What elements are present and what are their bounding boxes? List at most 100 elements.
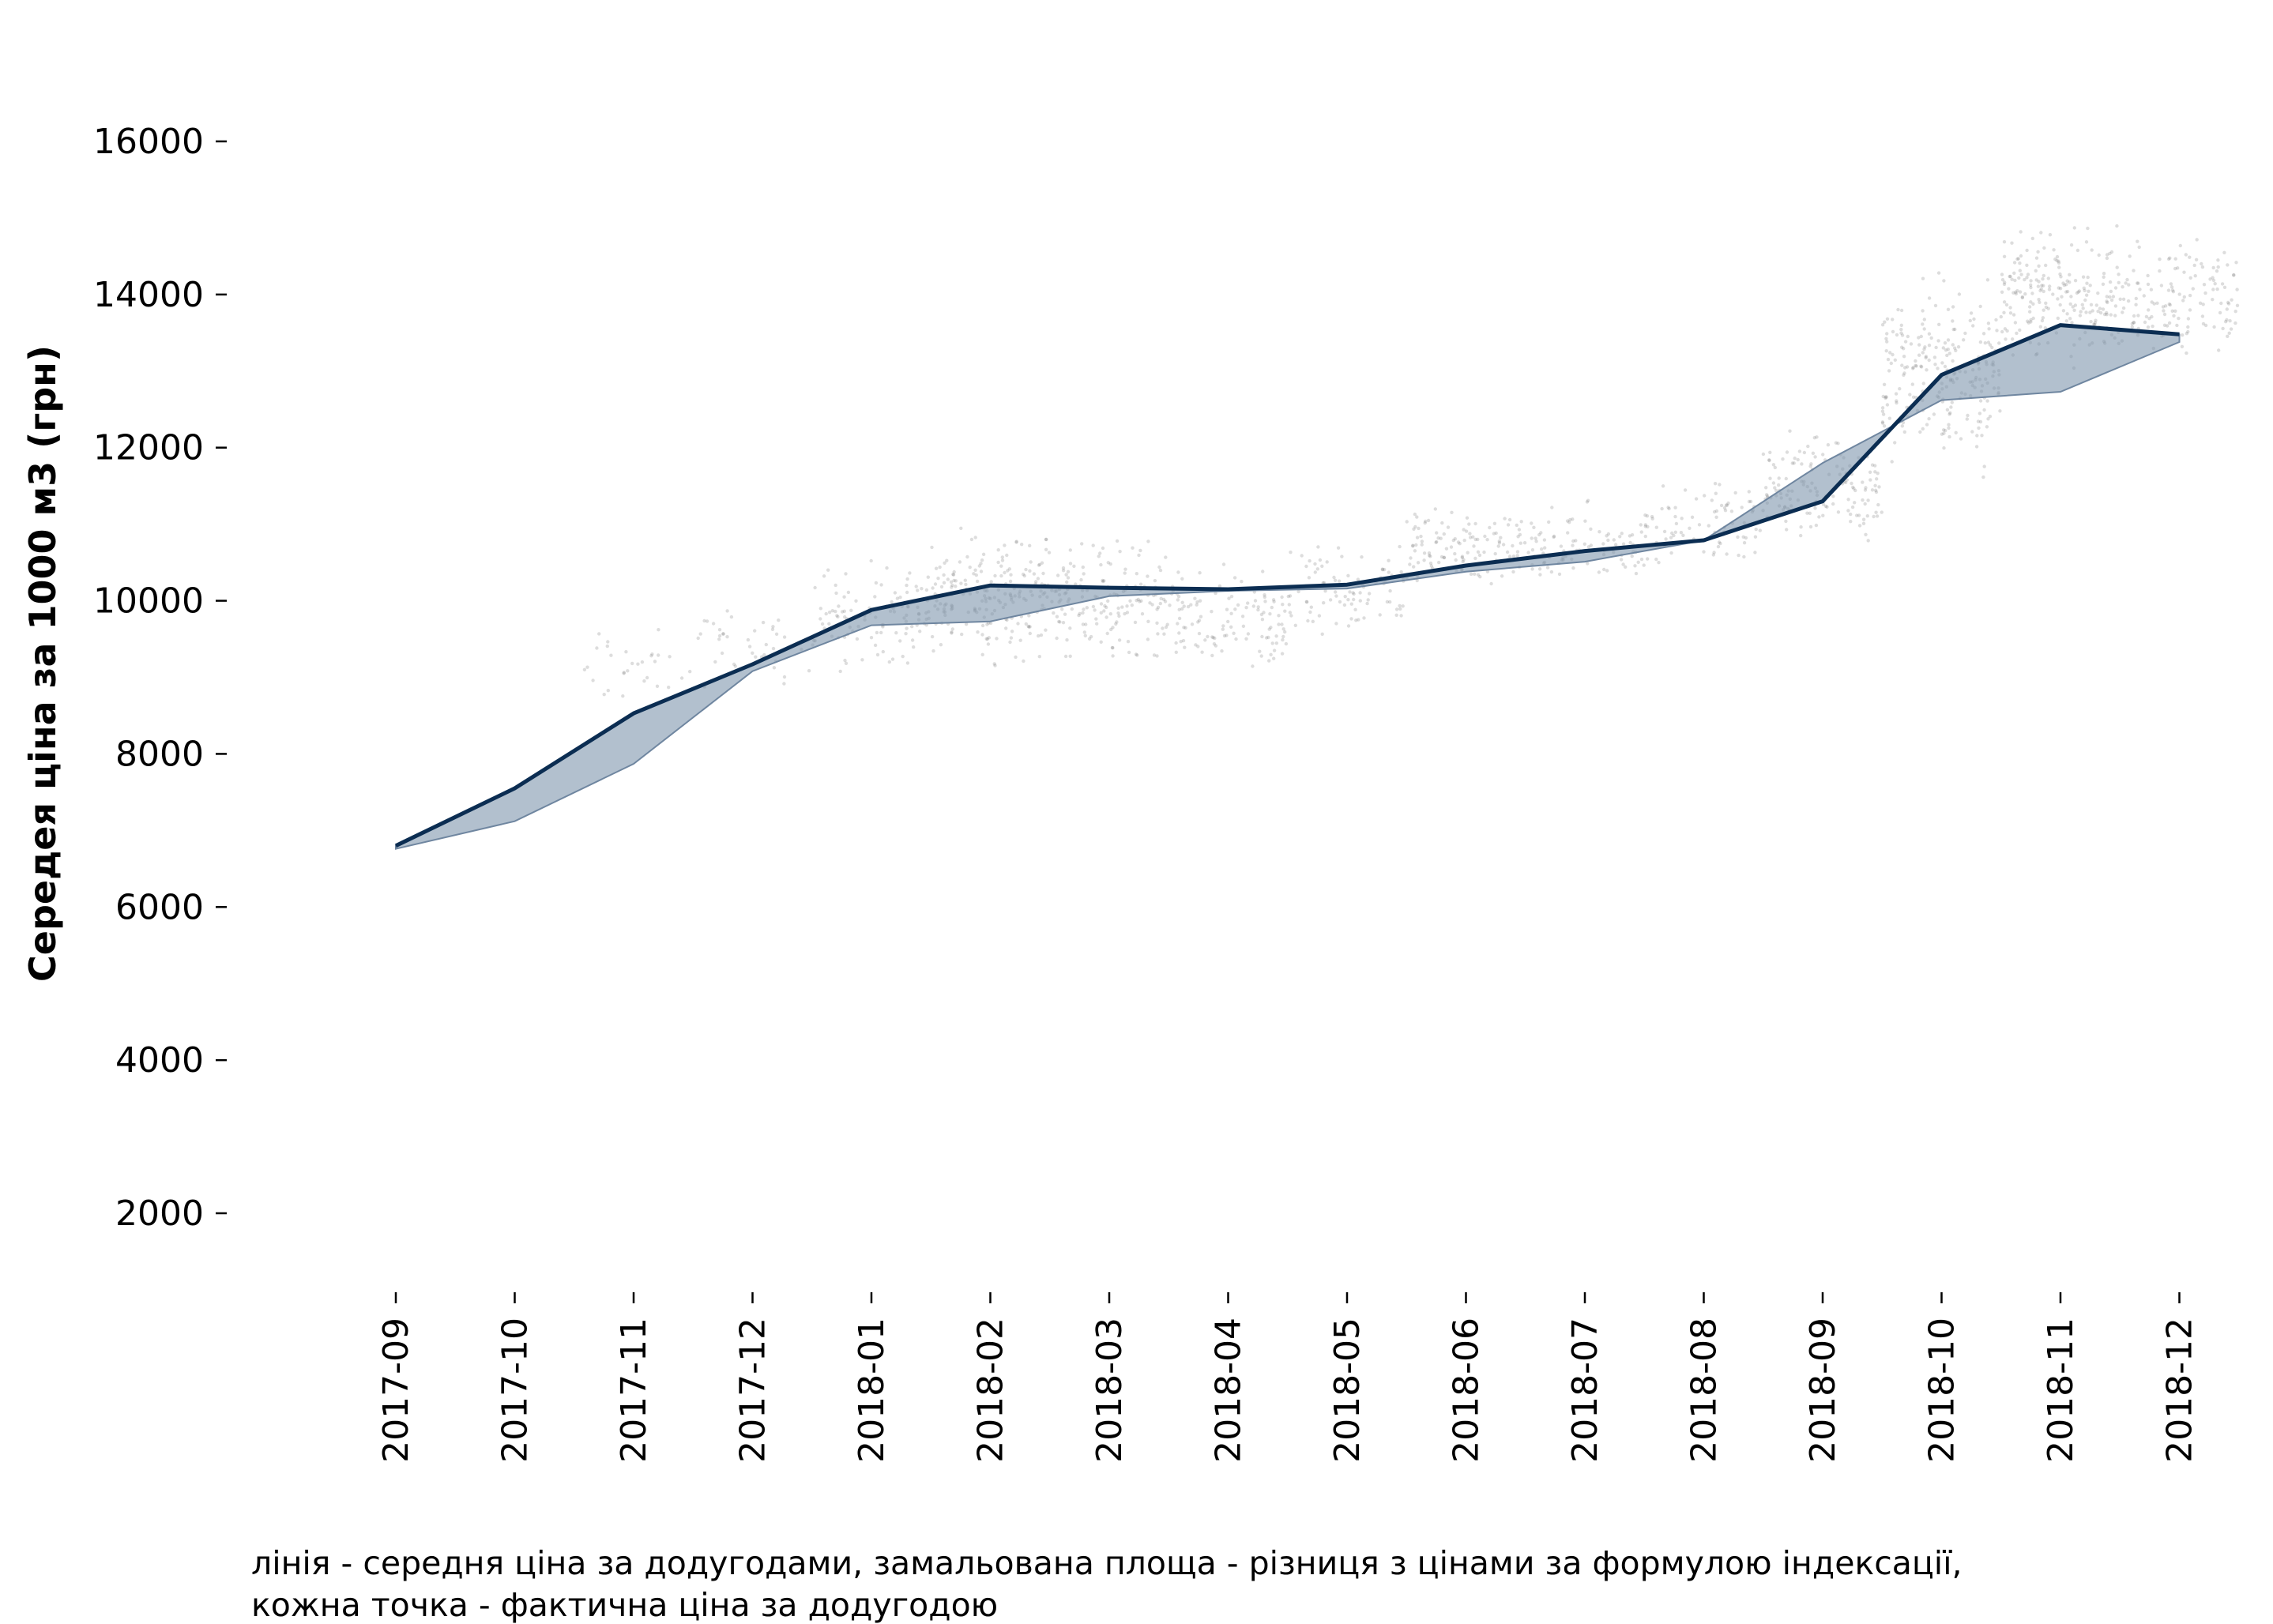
contract-price-point (1044, 547, 1048, 551)
contract-price-point (1813, 455, 1817, 459)
contract-price-point (1422, 558, 1426, 562)
contract-price-point (2029, 279, 2033, 283)
contract-price-point (954, 579, 958, 583)
contract-price-point (1722, 506, 1727, 510)
contract-price-point (2132, 321, 2136, 325)
contract-price-point (2056, 297, 2060, 301)
contract-price-point (2077, 289, 2082, 293)
contract-price-point (1003, 570, 1007, 575)
contract-price-point (1420, 543, 1424, 547)
contract-price-point (1597, 570, 1601, 574)
average-price-line (394, 323, 2180, 848)
contract-price-point (1409, 556, 1413, 560)
contract-price-point (2060, 295, 2064, 299)
contract-price-point (1891, 329, 1895, 334)
contract-price-point (2118, 297, 2122, 301)
contract-price-point (1873, 464, 1877, 468)
contract-price-point (1014, 540, 1018, 544)
contract-price-point (1951, 359, 1955, 363)
contract-price-point (2014, 291, 2018, 296)
contract-price-point (1914, 359, 1917, 363)
contract-price-point (1061, 566, 1066, 570)
contract-price-point (1947, 434, 1951, 439)
contract-price-point (1707, 524, 1710, 528)
contract-price-point (2089, 303, 2094, 306)
contract-price-point (1910, 382, 1914, 386)
contract-price-point (1518, 541, 1523, 545)
contract-price-point (1515, 554, 1519, 558)
contract-price-point (2115, 224, 2119, 228)
contract-price-point (2030, 236, 2034, 241)
contract-price-point (895, 596, 900, 600)
contract-price-point (836, 615, 840, 618)
contract-price-point (1378, 613, 1382, 617)
contract-price-point (1352, 597, 1356, 602)
contract-price-point (1586, 498, 1590, 502)
x-tick-label: 2018-05 (1327, 1318, 1368, 1463)
contract-price-point (2080, 303, 2084, 306)
contract-price-point (1522, 541, 1527, 545)
contract-price-point (1099, 562, 1103, 567)
contract-price-point (1697, 523, 1702, 527)
contract-price-point (1135, 653, 1139, 657)
contract-price-point (1473, 537, 1477, 542)
contract-price-point (1768, 476, 1772, 480)
contract-price-point (1654, 557, 1658, 562)
contract-price-point (1970, 430, 1974, 434)
contract-price-point (1793, 457, 1797, 461)
contract-price-point (1853, 488, 1857, 493)
contract-price-point (2085, 281, 2089, 285)
contract-price-point (1428, 561, 1433, 566)
contract-price-point (2030, 291, 2034, 295)
contract-price-point (1902, 355, 1906, 359)
contract-price-point (1836, 510, 1841, 514)
contract-price-point (1028, 569, 1032, 573)
contract-price-point (1462, 528, 1466, 532)
contract-price-point (1348, 590, 1352, 594)
contract-price-point (2012, 261, 2017, 265)
contract-price-point (1942, 446, 1946, 450)
contract-price-point (1933, 363, 1937, 367)
contract-price-point (1306, 618, 1310, 623)
contract-price-point (1634, 571, 1639, 576)
contract-price-point (1308, 610, 1312, 615)
contract-price-point (1158, 601, 1163, 606)
contract-price-point (2061, 309, 2066, 313)
contract-price-point (1936, 271, 1941, 275)
contract-price-point (1621, 542, 1626, 546)
contract-price-point (2016, 257, 2020, 261)
contract-price-point (1284, 641, 1289, 646)
contract-price-point (1949, 405, 1953, 409)
contract-price-point (1274, 641, 1279, 645)
contract-price-point (698, 632, 702, 636)
contract-price-point (1861, 517, 1866, 521)
contract-price-point (2019, 230, 2023, 234)
contract-price-point (2042, 289, 2045, 294)
contract-price-point (2008, 274, 2012, 279)
contract-price-point (1719, 503, 1724, 508)
contract-price-point (936, 577, 940, 581)
contract-price-point (1925, 423, 1929, 427)
contract-price-point (657, 653, 660, 657)
contract-price-point (1986, 321, 1991, 325)
contract-price-point (1221, 627, 1225, 631)
contract-price-point (1024, 622, 1029, 626)
contract-price-point (2046, 276, 2050, 280)
contract-price-point (1286, 594, 1291, 599)
contract-price-point (2121, 297, 2126, 301)
contract-price-point (1485, 570, 1490, 573)
contract-price-point (2061, 281, 2065, 285)
contract-price-point (2089, 320, 2093, 324)
contract-price-point (905, 590, 909, 595)
contract-price-point (1900, 424, 1904, 428)
contract-price-point (1037, 562, 1042, 566)
contract-price-point (1070, 607, 1074, 611)
contract-price-point (1198, 599, 1202, 603)
contract-price-point (1538, 573, 1542, 577)
contract-price-point (1942, 431, 1946, 435)
contract-price-point (1494, 531, 1498, 536)
contract-price-point (1446, 525, 1451, 529)
contract-price-point (2044, 305, 2049, 310)
contract-price-point (1417, 526, 1421, 531)
contract-price-point (1875, 514, 1880, 518)
